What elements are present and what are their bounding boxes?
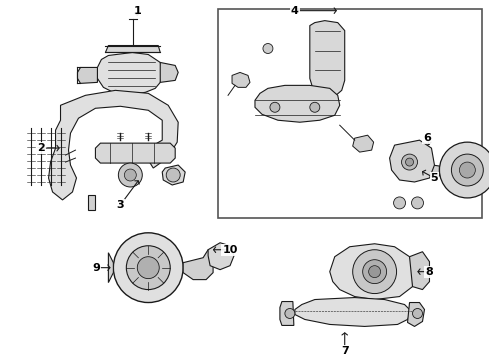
- Circle shape: [393, 197, 406, 209]
- Circle shape: [124, 169, 136, 181]
- Circle shape: [119, 163, 142, 187]
- Circle shape: [270, 102, 280, 112]
- Circle shape: [113, 233, 183, 302]
- Text: 5: 5: [431, 173, 438, 183]
- Circle shape: [310, 102, 320, 112]
- Text: 10: 10: [222, 245, 238, 255]
- Circle shape: [166, 168, 180, 182]
- Polygon shape: [77, 67, 98, 84]
- Polygon shape: [183, 250, 213, 280]
- Polygon shape: [410, 252, 429, 289]
- Circle shape: [126, 246, 170, 289]
- Circle shape: [285, 309, 295, 319]
- Polygon shape: [353, 135, 374, 152]
- Polygon shape: [232, 72, 250, 87]
- Polygon shape: [108, 253, 113, 283]
- Polygon shape: [98, 53, 163, 94]
- Polygon shape: [105, 45, 160, 53]
- Text: 6: 6: [423, 133, 431, 143]
- Polygon shape: [310, 21, 345, 97]
- Polygon shape: [49, 90, 178, 200]
- Polygon shape: [280, 302, 294, 325]
- Polygon shape: [208, 243, 234, 270]
- Text: 9: 9: [93, 263, 100, 273]
- Polygon shape: [330, 244, 415, 300]
- Circle shape: [412, 197, 423, 209]
- Text: 4: 4: [291, 6, 299, 15]
- Polygon shape: [255, 85, 340, 122]
- Text: 8: 8: [426, 267, 433, 276]
- Circle shape: [451, 154, 483, 186]
- Circle shape: [137, 257, 159, 279]
- Polygon shape: [160, 62, 178, 82]
- Polygon shape: [408, 162, 440, 178]
- Text: 2: 2: [37, 143, 45, 153]
- Circle shape: [401, 154, 417, 170]
- Polygon shape: [96, 143, 175, 163]
- Polygon shape: [408, 302, 424, 327]
- Polygon shape: [162, 165, 185, 185]
- Circle shape: [363, 260, 387, 284]
- Polygon shape: [89, 195, 96, 210]
- Text: 7: 7: [341, 346, 348, 356]
- Text: 1: 1: [133, 6, 141, 15]
- Circle shape: [460, 162, 475, 178]
- Circle shape: [406, 158, 414, 166]
- Polygon shape: [295, 298, 412, 327]
- Circle shape: [263, 44, 273, 54]
- Circle shape: [413, 309, 422, 319]
- Circle shape: [440, 142, 490, 198]
- Polygon shape: [390, 140, 435, 182]
- Text: 3: 3: [117, 200, 124, 210]
- Circle shape: [353, 250, 396, 293]
- Circle shape: [368, 266, 381, 278]
- Bar: [218, 9, 482, 218]
